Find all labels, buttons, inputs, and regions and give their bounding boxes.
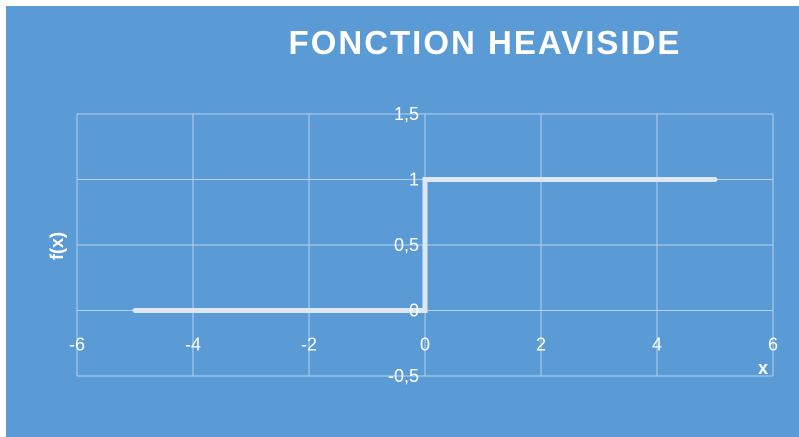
y-tick-label: 1 [409, 170, 419, 190]
y-axis-title: f(x) [47, 232, 67, 260]
plot-area: -6 -4 -2 0 2 4 6-0,500,511,5 x f(x) [6, 6, 799, 437]
x-tick-label: 6 [768, 335, 778, 355]
y-tick-label: -0,5 [388, 366, 419, 386]
x-tick-label: 2 [536, 335, 546, 355]
x-tick-label: 0 [420, 335, 430, 355]
y-tick-label: 0,5 [394, 235, 419, 255]
x-tick-label: -4 [185, 335, 201, 355]
x-tick-label: 4 [652, 335, 662, 355]
x-tick-label: -6 [69, 335, 85, 355]
x-axis-title: x [758, 358, 768, 378]
y-tick-label: 1,5 [394, 104, 419, 124]
chart-area: FONCTION HEAVISIDE -6 -4 -2 0 2 4 6 -0,5 0 0,5 1 1,… [6, 6, 799, 437]
x-tick-label: -2 [301, 335, 317, 355]
y-tick-label: 0 [409, 301, 419, 321]
